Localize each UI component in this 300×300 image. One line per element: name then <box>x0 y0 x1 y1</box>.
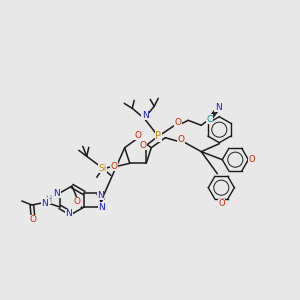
Text: O: O <box>248 155 255 164</box>
Text: P: P <box>155 131 161 141</box>
Text: N: N <box>53 188 60 197</box>
Text: Si: Si <box>99 164 107 173</box>
Text: N: N <box>98 202 105 211</box>
Text: O: O <box>175 118 182 127</box>
Text: N: N <box>66 209 72 218</box>
Text: N: N <box>41 199 48 208</box>
Text: H: H <box>45 194 51 203</box>
Text: N: N <box>215 103 222 112</box>
Text: O: O <box>218 199 225 208</box>
Text: O: O <box>110 162 117 171</box>
Text: N: N <box>142 111 148 120</box>
Text: O: O <box>29 215 36 224</box>
Text: O: O <box>134 130 142 140</box>
Text: N: N <box>97 190 104 200</box>
Text: O: O <box>74 197 80 206</box>
Text: O: O <box>140 141 147 150</box>
Text: C: C <box>206 115 212 124</box>
Text: O: O <box>178 135 185 144</box>
